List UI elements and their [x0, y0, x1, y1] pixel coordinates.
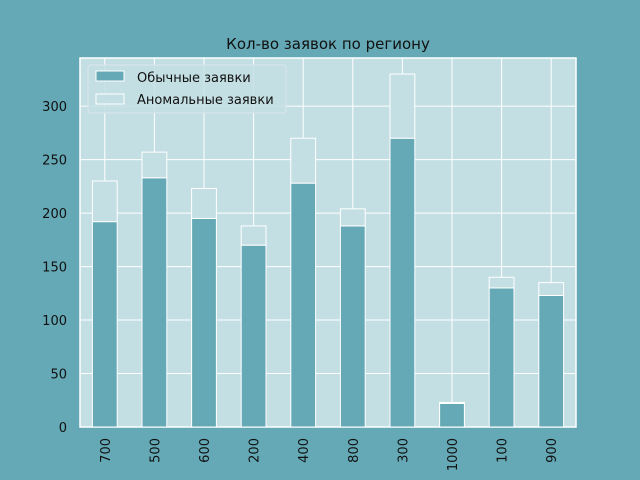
- bar-anomaly-400: [290, 137, 317, 184]
- bar-anomaly-200: [240, 225, 267, 246]
- x-tick-label: 800: [347, 438, 362, 463]
- y-tick-label: 300: [42, 100, 67, 115]
- y-tick-label: 0: [59, 421, 67, 436]
- y-tick-label: 150: [42, 261, 67, 276]
- bar-normal-700: [91, 221, 118, 428]
- legend-swatch-normal: [95, 70, 125, 82]
- bar-normal-200: [240, 244, 267, 428]
- x-axis-ticks: 700 500 600 200 400 800 300 1000 100 900: [99, 438, 560, 471]
- bar-normal-600: [191, 217, 217, 428]
- legend: Обычные заявки Аномальные заявки: [87, 64, 287, 114]
- x-tick-label: 900: [545, 438, 560, 463]
- x-tick-label: 500: [148, 438, 163, 463]
- bar-normal-300: [389, 137, 416, 428]
- chart-title: Кол-во заявок по региону: [226, 35, 430, 53]
- y-tick-label: 50: [50, 368, 67, 383]
- legend-box: [87, 64, 287, 114]
- bar-anomaly-900: [538, 282, 565, 296]
- bar-anomaly-300: [389, 73, 416, 139]
- bar-anomaly-100: [488, 276, 515, 289]
- x-tick-label: 600: [198, 438, 213, 463]
- legend-swatch-anomaly: [95, 93, 125, 105]
- bar-anomaly-700: [91, 180, 118, 223]
- x-tick-label: 100: [496, 438, 511, 463]
- legend-label-normal: Обычные заявки: [137, 71, 251, 86]
- bar-normal-500: [141, 177, 168, 428]
- bar-normal-100: [488, 287, 515, 428]
- bar-normal-1000: [439, 402, 465, 428]
- bar-anomaly-1000: [439, 401, 465, 404]
- x-tick-label: 300: [396, 438, 411, 463]
- bar-anomaly-600: [191, 187, 217, 219]
- x-tick-label: 700: [99, 438, 114, 463]
- bar-normal-900: [538, 294, 565, 428]
- bar-anomaly-500: [141, 151, 168, 179]
- x-tick-label: 200: [248, 438, 263, 463]
- y-tick-label: 200: [42, 207, 67, 222]
- y-tick-label: 100: [42, 314, 67, 329]
- bar-normal-400: [290, 182, 317, 428]
- y-tick-label: 250: [42, 154, 67, 169]
- legend-label-anomaly: Аномальные заявки: [137, 93, 274, 108]
- x-tick-label: 400: [297, 438, 312, 463]
- x-tick-label: 1000: [446, 438, 461, 471]
- bar-anomaly-800: [339, 208, 366, 227]
- bar-normal-800: [339, 225, 366, 428]
- bars: [91, 73, 565, 428]
- y-axis-ticks: 0 50 100 150 200 250 300: [42, 100, 67, 436]
